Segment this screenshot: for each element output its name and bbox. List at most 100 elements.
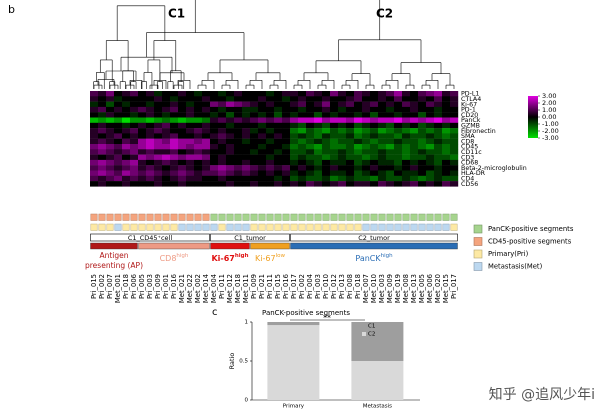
heatmap-cell bbox=[370, 106, 379, 113]
heatmap-cell bbox=[402, 181, 411, 187]
heatmap-cell bbox=[298, 165, 307, 171]
heatmap-cell bbox=[226, 138, 235, 145]
heatmap-cell bbox=[442, 101, 451, 108]
heatmap-cell bbox=[138, 117, 147, 123]
heatmap-cell bbox=[258, 106, 267, 113]
heatmap-cell bbox=[162, 106, 171, 113]
annotation-cell bbox=[394, 223, 402, 231]
heatmap-cell bbox=[426, 149, 435, 155]
heatmap-cell bbox=[354, 133, 363, 139]
heatmap-cell bbox=[90, 106, 99, 113]
heatmap-cell bbox=[274, 154, 283, 161]
heatmap-cell bbox=[210, 181, 219, 187]
heatmap-cell bbox=[90, 112, 99, 118]
heatmap-cell bbox=[194, 154, 203, 161]
heatmap-cell bbox=[450, 122, 459, 129]
annotation-cell bbox=[234, 213, 242, 221]
heatmap-cell bbox=[282, 149, 291, 155]
heatmap-cell bbox=[410, 96, 419, 102]
heatmap-cell bbox=[354, 159, 363, 166]
legend-swatch bbox=[362, 332, 366, 336]
heatmap-cell bbox=[306, 101, 315, 108]
heatmap-cell bbox=[258, 112, 267, 118]
heatmap-cell bbox=[146, 181, 155, 187]
heatmap-cell bbox=[450, 149, 459, 155]
heatmap-cell bbox=[162, 91, 171, 97]
annotation-cell bbox=[298, 223, 306, 231]
heatmap-cell bbox=[186, 117, 195, 123]
annotation-cell bbox=[162, 223, 170, 231]
heatmap-cell bbox=[386, 122, 395, 129]
heatmap-cell bbox=[218, 133, 227, 139]
annotation-cell bbox=[346, 223, 354, 231]
heatmap-cell bbox=[210, 138, 219, 145]
heatmap-cell bbox=[378, 91, 387, 97]
annotation-cell bbox=[314, 223, 322, 231]
heatmap-cell bbox=[306, 112, 315, 118]
heatmap-cell bbox=[314, 165, 323, 171]
heatmap-cell bbox=[378, 138, 387, 145]
heatmap-cell bbox=[194, 165, 203, 171]
heatmap-cell bbox=[274, 106, 283, 113]
annotation-cell bbox=[418, 213, 426, 221]
heatmap-cell bbox=[290, 96, 299, 102]
annotation-cell bbox=[234, 223, 242, 231]
heatmap-cell bbox=[378, 112, 387, 118]
column-label: Met_022 bbox=[186, 274, 194, 303]
heatmap-cell bbox=[122, 91, 131, 97]
heatmap-cell bbox=[210, 117, 219, 123]
heatmap-cell bbox=[322, 96, 331, 102]
heatmap-cell bbox=[274, 159, 283, 166]
heatmap-cell bbox=[202, 96, 211, 102]
heatmap-cell bbox=[402, 144, 411, 150]
heatmap-cell bbox=[394, 181, 403, 187]
heatmap-cell bbox=[210, 91, 219, 97]
annotation-cell bbox=[202, 213, 210, 221]
heatmap-cell bbox=[346, 128, 355, 134]
heatmap-cell bbox=[346, 96, 355, 102]
heatmap-cell bbox=[202, 170, 211, 176]
heatmap-cell bbox=[346, 165, 355, 171]
heatmap-cell bbox=[186, 101, 195, 108]
heatmap-cell bbox=[218, 91, 227, 97]
heatmap-cell bbox=[346, 149, 355, 155]
heatmap-cell bbox=[98, 159, 107, 166]
heatmap-cell bbox=[106, 112, 115, 118]
heatmap-cell bbox=[442, 106, 451, 113]
heatmap-cell bbox=[434, 154, 443, 161]
heatmap-cell bbox=[122, 96, 131, 102]
heatmap-cell bbox=[146, 170, 155, 176]
heatmap-cell bbox=[394, 154, 403, 161]
heatmap-cell bbox=[90, 122, 99, 129]
heatmap-cell bbox=[226, 154, 235, 161]
heatmap-cell bbox=[250, 122, 259, 129]
heatmap-cell bbox=[98, 144, 107, 150]
heatmap-cell bbox=[178, 112, 187, 118]
heatmap-cell bbox=[338, 96, 347, 102]
colorbar-tick-label: 0.00 bbox=[542, 113, 556, 121]
heatmap-cell bbox=[210, 159, 219, 166]
heatmap-cell bbox=[178, 154, 187, 161]
annotation-cell bbox=[402, 223, 410, 231]
heatmap-cell bbox=[138, 154, 147, 161]
heatmap-cell bbox=[138, 91, 147, 97]
heatmap-cell bbox=[402, 117, 411, 123]
heatmap-cell bbox=[306, 96, 315, 102]
annotation-cell bbox=[258, 223, 266, 231]
heatmap-cell bbox=[410, 144, 419, 150]
panel-label: c bbox=[212, 307, 218, 318]
heatmap-cell bbox=[362, 128, 371, 134]
heatmap-cell bbox=[146, 96, 155, 102]
heatmap-cell bbox=[234, 175, 243, 182]
heatmap-cell bbox=[106, 101, 115, 108]
column-label: Met_010 bbox=[370, 274, 378, 303]
heatmap-cell bbox=[330, 91, 339, 97]
heatmap-cell bbox=[162, 170, 171, 176]
heatmap-cell bbox=[130, 170, 139, 176]
heatmap-cell bbox=[234, 170, 243, 176]
heatmap-cell bbox=[410, 181, 419, 187]
heatmap-cell bbox=[242, 117, 251, 123]
heatmap-cell bbox=[410, 128, 419, 134]
heatmap-cell bbox=[122, 128, 131, 134]
heatmap-cell bbox=[354, 122, 363, 129]
